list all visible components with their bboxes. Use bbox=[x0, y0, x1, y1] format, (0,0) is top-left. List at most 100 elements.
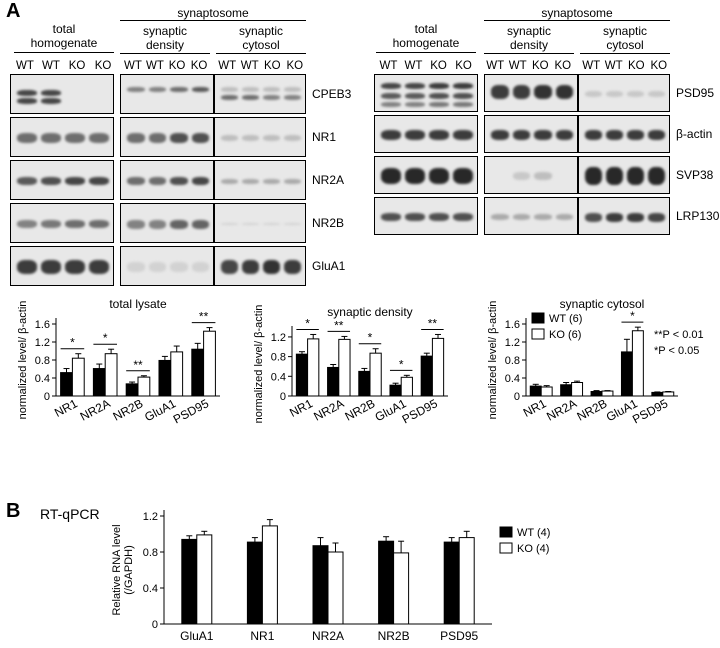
blot-band bbox=[585, 167, 602, 185]
blot-band bbox=[148, 133, 166, 143]
blot-band bbox=[534, 85, 552, 100]
blot-band bbox=[491, 214, 509, 220]
blot-image bbox=[214, 203, 306, 243]
bar-ko bbox=[400, 376, 413, 397]
y-tick-label: 0.8 bbox=[505, 355, 520, 367]
blot-band bbox=[405, 92, 425, 99]
blot-band bbox=[453, 102, 473, 108]
bar-ko bbox=[170, 351, 184, 397]
x-tick-label: NR1 bbox=[52, 396, 80, 420]
bar-wt bbox=[651, 391, 664, 397]
bar-ko bbox=[104, 353, 118, 397]
blot-band bbox=[148, 177, 166, 185]
chart-title: total lysate bbox=[109, 297, 167, 311]
blot-image bbox=[578, 115, 670, 153]
blot-band bbox=[263, 86, 280, 92]
x-tick-label: NR2A bbox=[312, 629, 344, 643]
blot-image bbox=[578, 197, 670, 235]
y-axis-label: normalized level/ β-actin bbox=[17, 301, 29, 420]
bar-wt bbox=[620, 351, 633, 397]
blot-band bbox=[263, 135, 280, 141]
blot-image bbox=[214, 117, 306, 157]
header-synaptosome-left: synaptosome bbox=[177, 6, 249, 20]
blot-band bbox=[555, 130, 573, 140]
blot-band bbox=[648, 130, 665, 140]
blot-band bbox=[65, 177, 85, 185]
significance-mark: * bbox=[399, 357, 404, 371]
blot-band bbox=[429, 92, 449, 99]
lane-label: KO bbox=[554, 60, 572, 72]
blot-band bbox=[284, 94, 301, 100]
blot-band bbox=[242, 86, 259, 92]
underline-total-right bbox=[376, 52, 476, 53]
y-tick-label: 0 bbox=[514, 391, 520, 403]
lane-label: WT bbox=[146, 60, 164, 72]
blot-band bbox=[242, 223, 259, 225]
y-tick-label: 1.6 bbox=[35, 319, 50, 331]
lane-labels-right-total: WT WT KO KO bbox=[376, 60, 476, 72]
blot-image bbox=[374, 197, 478, 235]
blot-band bbox=[191, 86, 209, 92]
bar-ko bbox=[307, 338, 320, 397]
blot-band bbox=[405, 102, 425, 108]
blot-band bbox=[381, 102, 401, 108]
blot-band bbox=[534, 172, 552, 180]
blot-band bbox=[148, 219, 166, 229]
lane-label: KO bbox=[168, 60, 186, 72]
blot-band bbox=[127, 219, 145, 229]
blot-band bbox=[405, 130, 425, 140]
y-tick-label: 0 bbox=[152, 619, 158, 631]
underline-total-left bbox=[14, 52, 114, 53]
significance-mark: * bbox=[103, 331, 108, 345]
panel-a-label: A bbox=[6, 0, 21, 22]
header-total-homogenate-right: total homogenate bbox=[392, 22, 460, 50]
lane-label: KO bbox=[94, 60, 112, 72]
blot-image bbox=[10, 74, 114, 114]
blot-band bbox=[65, 260, 85, 274]
blot-band bbox=[405, 83, 425, 90]
blot-image bbox=[120, 74, 214, 114]
lane-labels-left-density: WT WT KO KO bbox=[122, 60, 210, 72]
underline-syn-left bbox=[120, 20, 306, 21]
blot-image bbox=[374, 74, 478, 112]
blot-image bbox=[10, 246, 114, 286]
blot-band bbox=[41, 260, 61, 274]
lane-label: WT bbox=[124, 60, 142, 72]
y-tick-label: 0.4 bbox=[143, 583, 158, 595]
y-tick-label: 0.4 bbox=[505, 373, 520, 385]
blot-band bbox=[555, 85, 573, 100]
blot-band bbox=[41, 98, 61, 104]
blot-band bbox=[429, 83, 449, 90]
blot-band bbox=[65, 220, 85, 228]
blot-label-glua1: GluA1 bbox=[312, 259, 346, 273]
lane-labels-right-cytosol: WT WT KO KO bbox=[580, 60, 670, 72]
y-tick-label: 1.6 bbox=[505, 319, 520, 331]
blot-band bbox=[627, 130, 644, 140]
blot-band bbox=[491, 130, 509, 140]
panel-b-method: RT-qPCR bbox=[40, 506, 100, 522]
blot-band bbox=[263, 260, 280, 274]
panel-b-label: B bbox=[6, 500, 21, 522]
blot-band bbox=[429, 130, 449, 140]
chart-title: synaptic cytosol bbox=[560, 297, 645, 311]
x-tick-label: PSD95 bbox=[171, 396, 211, 426]
legend-label: KO (4) bbox=[517, 543, 549, 555]
blot-label-0: PSD95 bbox=[676, 86, 715, 100]
blot-image bbox=[484, 74, 578, 112]
bar-ko bbox=[137, 376, 151, 397]
header-total-homogenate-left: total homogenate bbox=[30, 22, 98, 50]
blot-image bbox=[214, 160, 306, 200]
bar-ko bbox=[261, 525, 278, 625]
bar-wt bbox=[378, 540, 395, 625]
blot-image bbox=[374, 115, 478, 153]
blot-band bbox=[512, 130, 530, 140]
lane-label: WT bbox=[604, 60, 623, 72]
blot-band bbox=[512, 214, 530, 220]
blot-band bbox=[453, 83, 473, 90]
underline-cytosol-right bbox=[580, 53, 670, 54]
blot-band bbox=[65, 133, 85, 143]
p-value-note: **P < 0.01 bbox=[654, 329, 704, 341]
bar-wt bbox=[158, 359, 172, 397]
blot-band bbox=[17, 220, 37, 228]
